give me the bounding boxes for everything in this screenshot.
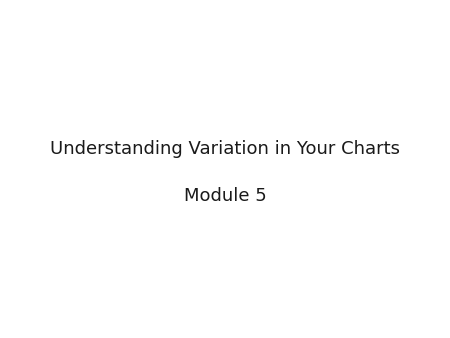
Text: Module 5: Module 5 (184, 187, 266, 205)
Text: Understanding Variation in Your Charts: Understanding Variation in Your Charts (50, 140, 400, 158)
